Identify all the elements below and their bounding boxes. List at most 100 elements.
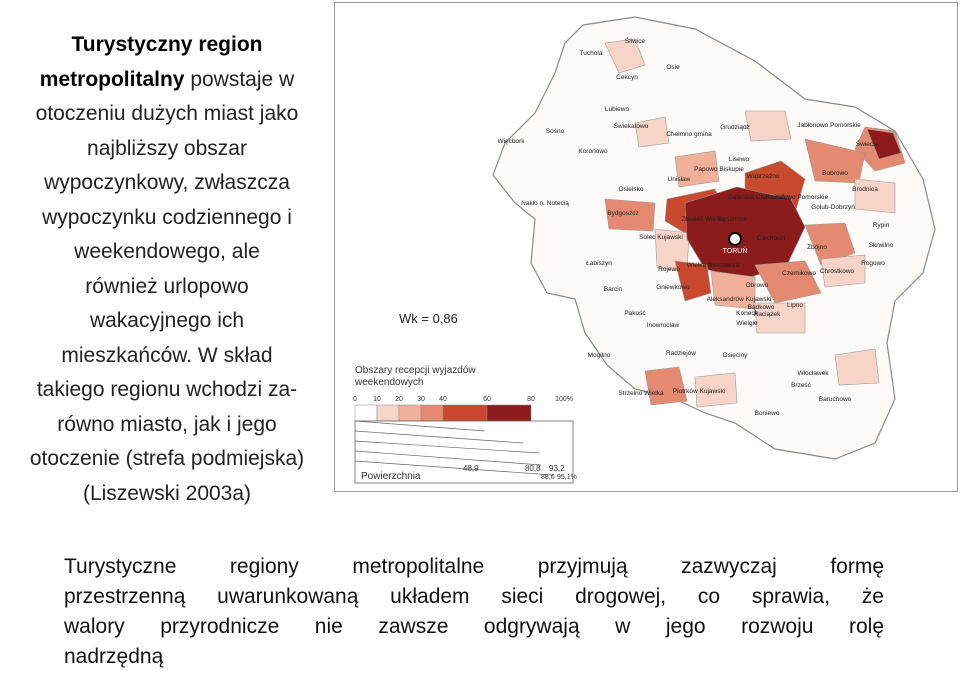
legend-tick-label: 100% <box>555 396 573 403</box>
place-label: Radziejów <box>666 350 696 357</box>
legend-value: 88,6 <box>541 474 555 481</box>
place-label: Wąbrzeźno <box>747 173 780 180</box>
place-label: Koneck <box>736 310 758 317</box>
place-label: Wielka Nieszawka <box>687 262 740 269</box>
paragraph-line: Turystyczne regiony metropolitalne przyj… <box>64 555 884 578</box>
legend-value: 48,9 <box>463 464 479 473</box>
zone-pale <box>604 38 646 74</box>
place-label: Tuchola <box>580 50 603 57</box>
place-label: Bobrowo <box>822 170 848 177</box>
zone-pale <box>854 178 896 214</box>
place-label: Lisewo <box>729 156 750 163</box>
text-line: weekendowego, ale <box>74 240 260 263</box>
place-label: Świecie <box>856 139 879 148</box>
legend-ticks: 0 10 20 30 40 60 80 100% <box>353 396 573 403</box>
place-label: Świekatowo <box>614 121 649 130</box>
place-label: Baruchowo <box>819 396 852 403</box>
place-label: Więcbork <box>497 138 525 145</box>
place-label: Unisław <box>668 176 691 183</box>
place-label: Cekcyn <box>616 74 638 81</box>
legend-title-line: weekendowych <box>354 377 423 388</box>
zone-light <box>644 366 688 406</box>
municipality-zones <box>604 38 906 408</box>
text-line: równo miasto, jak i jego <box>57 412 277 436</box>
legend-fan <box>354 420 554 476</box>
text-line: otoczeniu dużych miast jako <box>35 102 299 125</box>
legend-value: 93,2 <box>549 464 565 473</box>
place-label: Zbójno <box>807 244 827 251</box>
place-label: Chełmno gmina <box>666 131 712 138</box>
text-line: powstaje w <box>184 67 295 91</box>
text-line: wypoczynku codziennego i <box>42 205 292 229</box>
legend-value: 95,1% <box>557 474 577 481</box>
place-label: Rypin <box>873 222 890 229</box>
heading-part-2: metropolitalny <box>39 67 185 91</box>
place-label: Lipno <box>787 302 803 309</box>
zone-pale <box>694 372 738 408</box>
place-label: Papowo Biskupie <box>694 166 744 173</box>
legend-swatch <box>376 404 400 422</box>
place-label: Piotrków Kujawski <box>673 388 725 395</box>
legend-bar <box>354 404 532 422</box>
zone-light <box>710 270 756 310</box>
map-svg: TORUŃ Śliwice Tuchola Osie Cekcyn Lubiewo Świ… <box>353 16 936 484</box>
text-line: wypoczynkowy, zwłaszcza <box>44 171 290 194</box>
legend-tick-label: 80 <box>527 396 535 403</box>
place-label: Solec Kujawski <box>639 234 683 241</box>
zone-mid <box>604 198 656 232</box>
text-line: wakacyjnego ich <box>89 309 245 332</box>
zone-pale <box>634 116 670 148</box>
place-label: Gniewkowo <box>656 284 690 291</box>
legend-tick-label: 40 <box>439 396 447 403</box>
zone-mid <box>754 260 822 304</box>
text-line: najbliższy obszar <box>87 136 247 160</box>
place-label: Dąbrowa Chełmińska <box>728 194 790 201</box>
place-label: Brodnica <box>852 186 878 193</box>
legend-title-line: Obszary recepcji wyjazdów <box>355 365 476 376</box>
zone-light <box>674 150 720 188</box>
place-label: Boniewo <box>755 410 780 417</box>
zone-mid <box>804 222 856 266</box>
legend-tick-label: 60 <box>483 396 491 403</box>
place-label: Koronowo <box>578 148 608 155</box>
place-label: Barcin <box>604 286 623 293</box>
paragraph-line: walory przyrodnicze nie zawsze odgrywają… <box>64 615 884 638</box>
place-label: Czernikowo <box>782 270 816 277</box>
legend-tick-label: 20 <box>395 396 403 403</box>
zone-dark <box>674 260 712 302</box>
place-label: Włocławek <box>797 370 829 377</box>
place-label: Rojewo <box>658 266 680 273</box>
place-label: Łysomice <box>719 216 747 223</box>
city-label: TORUŃ <box>723 246 748 255</box>
zone-light <box>820 254 866 288</box>
legend-bottom-label: Powierzchnia <box>361 471 421 482</box>
legend-tick-label: 0 <box>353 396 357 403</box>
place-label: Strzelno Wielka <box>618 390 664 397</box>
text-line: (Liszewski 2003a) <box>82 481 252 505</box>
legend-swatch <box>420 404 444 422</box>
paragraph-line: nadrzędną <box>64 645 164 668</box>
place-label: Osięciny <box>723 352 749 359</box>
place-label: Bydgoszcz <box>607 210 638 217</box>
place-label: Rogowo <box>861 260 885 267</box>
text-line: takiego regionu wchodzi za- <box>36 378 298 401</box>
place-label: Raciążek <box>754 311 781 318</box>
text-line: mieszkańców. W skład <box>61 343 273 367</box>
place-label: Śliwice <box>625 36 646 45</box>
text-line: również urlopowo <box>85 274 249 298</box>
zone-pale <box>744 110 792 142</box>
legend-swatch <box>442 404 488 422</box>
legend-swatch <box>486 404 532 422</box>
place-label: Grudziądz <box>720 124 750 131</box>
zone-dark <box>866 128 902 160</box>
place-label: Inowrocław <box>647 322 680 329</box>
place-label: Kowalewo Pomorskie <box>766 194 829 201</box>
place-label: Brześć <box>791 382 812 389</box>
place-labels: Śliwice Tuchola Osie Cekcyn Lubiewo Świekatow… <box>497 36 893 417</box>
heading-part-1: Turystyczny region <box>71 33 263 56</box>
legend-value: 80,8 <box>525 464 541 473</box>
city-marker <box>728 232 742 246</box>
place-label: Wielgie <box>736 320 758 327</box>
place-label: Skrwilno <box>869 242 894 249</box>
place-label: Ciechocin <box>757 235 786 242</box>
